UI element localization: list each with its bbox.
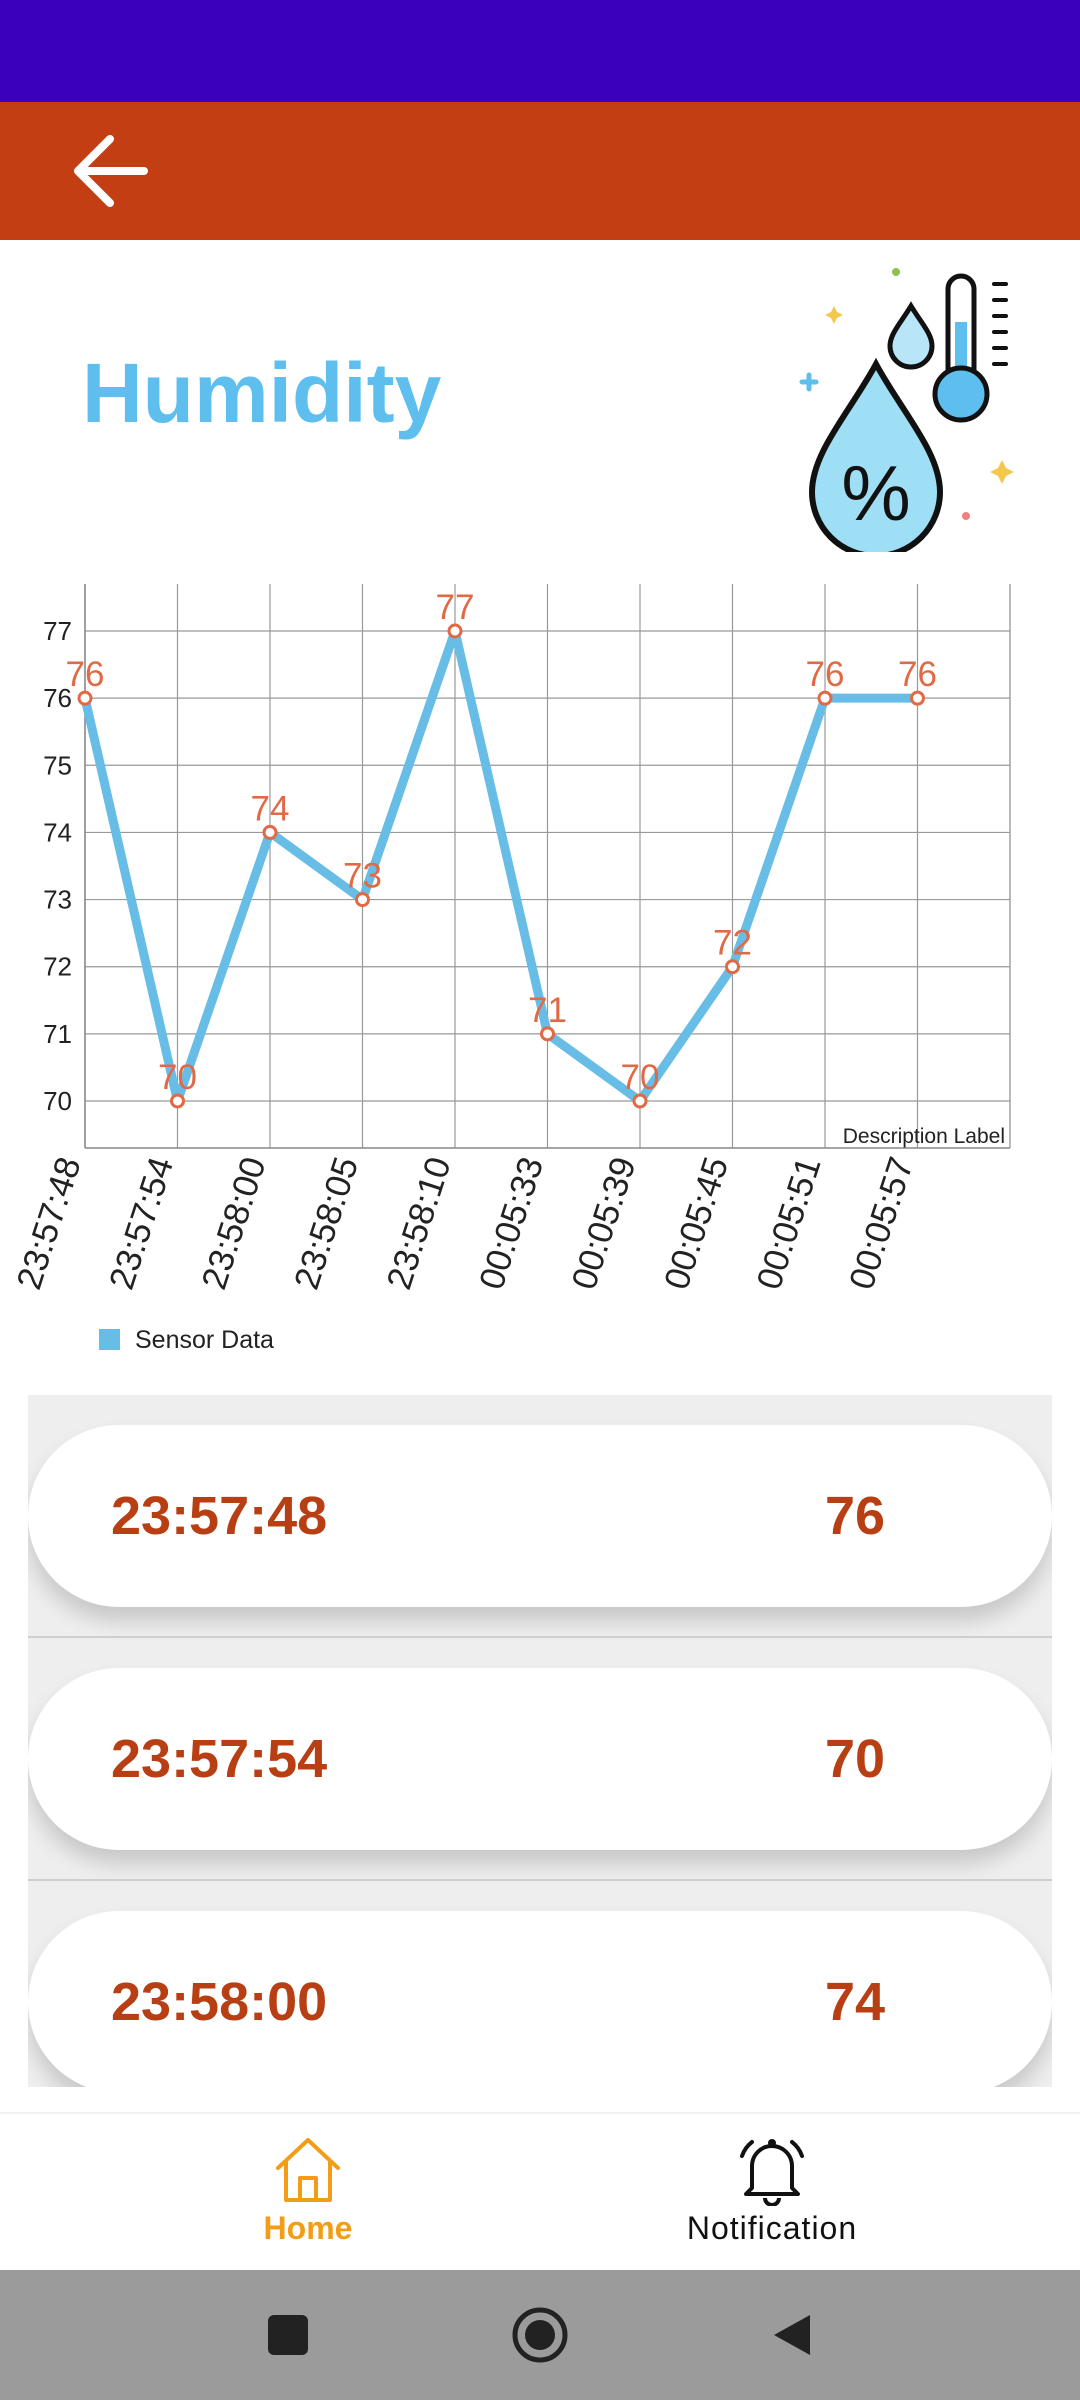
chart-value-label: 76 xyxy=(806,655,845,694)
chart-value-label: 72 xyxy=(713,924,752,963)
reading-time: 23:57:54 xyxy=(111,1728,327,1790)
nav-notification-label: Notification xyxy=(687,2210,857,2247)
chart-x-tick-label: 00:05:45 xyxy=(657,1152,736,1294)
legend-swatch xyxy=(99,1329,120,1350)
reading-value: 74 xyxy=(825,1971,885,2033)
readings-list[interactable]: 23:57:48 76 23:57:54 70 23:58:00 74 xyxy=(28,1395,1052,2087)
chart-value-label: 70 xyxy=(158,1058,197,1097)
reading-card[interactable]: 23:58:00 74 xyxy=(28,1911,1052,2087)
list-item[interactable]: 23:58:00 74 xyxy=(28,1881,1052,2087)
chart-value-label: 70 xyxy=(621,1058,660,1097)
chart-y-tick-label: 76 xyxy=(43,683,72,713)
chart-value-label: 73 xyxy=(343,857,382,896)
chart-y-tick-label: 72 xyxy=(43,952,72,982)
status-bar xyxy=(0,0,1080,102)
chart-x-tick-label: 00:05:57 xyxy=(842,1152,921,1294)
page-title: Humidity xyxy=(82,345,441,442)
recent-apps-button[interactable] xyxy=(248,2295,328,2375)
chart-y-tick-label: 75 xyxy=(43,750,72,780)
home-circle-icon xyxy=(510,2305,570,2365)
legend-label: Sensor Data xyxy=(135,1326,274,1354)
chart-y-tick-label: 74 xyxy=(43,817,72,847)
reading-time: 23:58:00 xyxy=(111,1971,327,2033)
app-bar xyxy=(0,102,1080,240)
home-icon xyxy=(270,2134,346,2206)
chart-y-tick-label: 71 xyxy=(43,1019,72,1049)
chart-value-label: 74 xyxy=(251,789,290,828)
system-home-button[interactable] xyxy=(500,2295,580,2375)
chart-value-label: 76 xyxy=(898,655,937,694)
nav-home-label: Home xyxy=(264,2210,353,2247)
bell-icon xyxy=(734,2134,810,2206)
chart-y-tick-label: 77 xyxy=(43,616,72,646)
system-back-button[interactable] xyxy=(752,2295,832,2375)
chart-description-label: Description Label xyxy=(843,1125,1005,1148)
system-navigation-bar xyxy=(0,2270,1080,2400)
chart-value-label: 71 xyxy=(528,991,567,1030)
chart-y-tick-label: 73 xyxy=(43,885,72,915)
chart-x-tick-label: 00:05:33 xyxy=(472,1152,551,1294)
reading-card[interactable]: 23:57:54 70 xyxy=(28,1668,1052,1850)
chart-value-label: 77 xyxy=(436,588,475,627)
reading-time: 23:57:48 xyxy=(111,1485,327,1547)
chart-x-tick-label: 00:05:51 xyxy=(749,1152,828,1294)
reading-card[interactable]: 23:57:48 76 xyxy=(28,1425,1052,1607)
chart-x-tick-label: 00:05:39 xyxy=(564,1152,643,1294)
list-item[interactable]: 23:57:54 70 xyxy=(28,1638,1052,1881)
arrow-left-icon xyxy=(70,131,150,211)
chart-x-tick-label: 23:57:54 xyxy=(102,1152,181,1294)
bottom-navigation: Home Notification xyxy=(0,2112,1080,2270)
reading-value: 76 xyxy=(825,1485,885,1547)
list-item[interactable]: 23:57:48 76 xyxy=(28,1395,1052,1638)
chart-y-tick-label: 70 xyxy=(43,1086,72,1116)
reading-value: 70 xyxy=(825,1728,885,1790)
svg-text:%: % xyxy=(841,449,910,537)
back-triangle-icon xyxy=(768,2311,816,2359)
recent-apps-icon xyxy=(266,2313,310,2357)
chart-series-line xyxy=(85,631,918,1101)
nav-home[interactable]: Home xyxy=(158,2134,458,2262)
chart-x-tick-label: 23:58:10 xyxy=(379,1152,458,1294)
back-button[interactable] xyxy=(50,126,170,216)
chart-x-tick-label: 23:58:05 xyxy=(287,1152,366,1294)
chart-x-tick-label: 23:58:00 xyxy=(194,1152,273,1294)
humidity-thermometer-icon: % xyxy=(780,262,1020,552)
nav-notification[interactable]: Notification xyxy=(622,2134,922,2262)
chart-x-tick-label: 23:57:48 xyxy=(9,1152,88,1294)
